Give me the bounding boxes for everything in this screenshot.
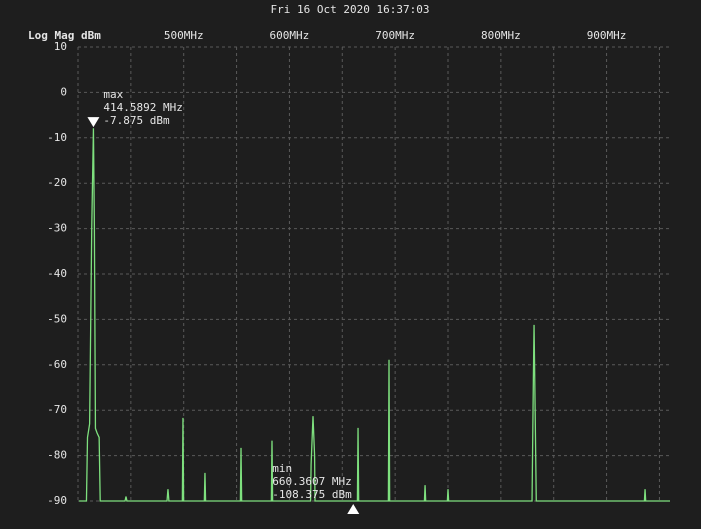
x-tick-label: 900MHz — [587, 29, 627, 42]
y-tick-label: -70 — [47, 403, 67, 416]
x-tick-label: 700MHz — [375, 29, 415, 42]
marker-text: -7.875 dBm — [103, 114, 170, 127]
marker-text: min — [272, 462, 292, 475]
y-tick-label: -80 — [47, 449, 67, 462]
marker-triangle — [87, 117, 100, 128]
x-tick-label: 800MHz — [481, 29, 521, 42]
y-tick-label: 0 — [60, 85, 67, 98]
y-tick-label: -40 — [47, 267, 67, 280]
timestamp: Fri 16 Oct 2020 16:37:03 — [271, 3, 430, 16]
marker-text: -108.375 dBm — [272, 488, 352, 501]
y-tick-label: -10 — [47, 131, 67, 144]
y-tick-label: -60 — [47, 358, 67, 371]
y-tick-label: -20 — [47, 176, 67, 189]
x-tick-label: 500MHz — [164, 29, 204, 42]
y-tick-label: 10 — [54, 40, 67, 53]
marker-text: 414.5892 MHz — [103, 101, 182, 114]
marker-text: max — [103, 88, 123, 101]
x-tick-label: 600MHz — [270, 29, 310, 42]
y-tick-label: -30 — [47, 222, 67, 235]
y-axis-label: Log Mag dBm — [28, 29, 101, 42]
y-tick-label: -50 — [47, 312, 67, 325]
marker-text: 660.3607 MHz — [272, 475, 351, 488]
y-tick-label: -90 — [47, 494, 67, 507]
trace — [79, 128, 670, 502]
marker-triangle — [347, 504, 360, 514]
